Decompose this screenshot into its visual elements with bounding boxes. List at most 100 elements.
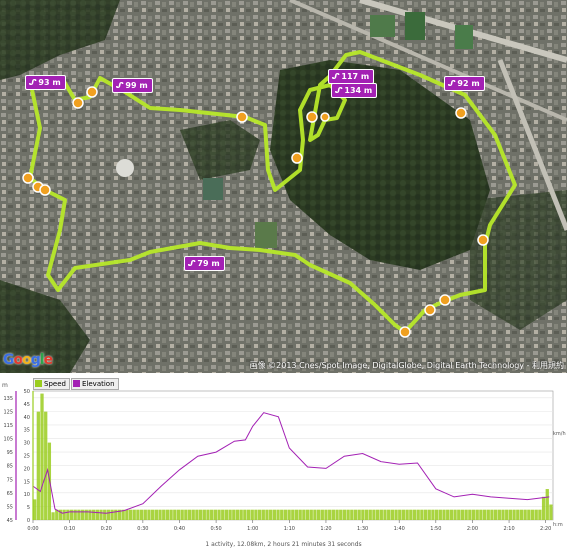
map-imagery [0, 0, 567, 373]
speed-bar [427, 509, 431, 520]
elevation-value: 99 [125, 81, 137, 90]
speed-bar [342, 509, 347, 520]
elevation-swatch [73, 380, 80, 387]
x-tick-label: 1:00 [247, 526, 258, 532]
speed-bar [302, 509, 306, 520]
x-tick-label: 1:50 [430, 526, 441, 532]
chart-grid [32, 390, 554, 521]
right-tick-label: 45 [24, 402, 30, 408]
speed-bar [88, 509, 92, 520]
speed-bar [464, 509, 468, 520]
x-tick-label: 0:10 [64, 526, 75, 532]
speed-bar [51, 512, 55, 520]
speed-bar [77, 509, 81, 520]
elevation-line [32, 412, 550, 514]
speed-bar [217, 509, 221, 520]
speed-bar [143, 509, 147, 520]
speed-bar [387, 509, 391, 520]
speed-bar [305, 509, 310, 520]
satellite-map[interactable]: ᔑ 93 m ᔑ 99 m ᔑ 117 m ᔑ 134 m ᔑ 92 m ᔑ 79 m Go… [0, 0, 567, 373]
speed-bar [158, 509, 162, 520]
elevation-marker[interactable]: ᔑ 93 m [25, 75, 66, 90]
speed-bar [350, 509, 354, 520]
x-axis-unit: h:m [553, 522, 563, 528]
speed-bar [457, 509, 461, 520]
speed-bar [364, 509, 369, 520]
speed-bar [154, 509, 158, 520]
speed-bar [246, 509, 251, 520]
speed-bar [434, 509, 439, 520]
speed-bar [538, 509, 542, 520]
x-tick-label: 2:00 [467, 526, 478, 532]
speed-bar [202, 509, 206, 520]
speed-bar [549, 504, 553, 520]
speed-swatch [35, 380, 42, 387]
speed-bar [58, 509, 63, 520]
right-tick-label: 25 [24, 454, 30, 460]
x-tick-label: 1:20 [320, 526, 331, 532]
elevation-marker[interactable]: ᔑ 117 m [328, 69, 375, 84]
speed-bar [287, 509, 291, 520]
speed-bar [176, 509, 181, 520]
speed-bar [357, 509, 361, 520]
left-tick-label: 45 [7, 518, 13, 524]
right-axis-unit: km/h [553, 431, 566, 437]
speed-bar [125, 509, 129, 520]
speed-bar [117, 509, 122, 520]
chart-axes: 45 55 65 75 85 95 105 115 125 135 0 5 10 15 20 25 30 35 40… [3, 389, 551, 532]
speed-bar [206, 509, 210, 520]
elevation-marker[interactable]: ᔑ 134 m [331, 83, 378, 98]
speed-bar [165, 509, 170, 520]
speed-bar [468, 509, 472, 520]
speed-bar [224, 509, 229, 520]
speed-bar [405, 509, 409, 520]
google-logo[interactable]: Google [3, 352, 53, 368]
x-tick-label: 0:00 [27, 526, 38, 532]
x-tick-label: 1:10 [284, 526, 295, 532]
map-copyright[interactable]: 画像 ©2013 Cnes/Spot Image, DigitalGlobe, … [249, 361, 564, 370]
speed-bar [328, 509, 332, 520]
speed-bar [390, 509, 395, 520]
speed-bar [132, 509, 136, 520]
plot-area [32, 390, 554, 521]
elevation-marker[interactable]: ᔑ 79 m [184, 256, 225, 271]
speed-bar [294, 509, 299, 520]
speed-bar [401, 509, 406, 520]
speed-bar [519, 509, 524, 520]
elevation-unit: m [52, 78, 61, 87]
legend-elevation[interactable]: Elevation [71, 378, 119, 390]
elevation-value: 93 [38, 78, 50, 87]
right-tick-label: 20 [24, 466, 30, 472]
left-tick-label: 55 [7, 504, 13, 510]
speed-bar [398, 509, 402, 520]
speed-bar [84, 509, 88, 520]
right-tick-label: 30 [24, 441, 30, 447]
speed-bar [114, 509, 118, 520]
elevation-marker[interactable]: ᔑ 92 m [444, 76, 485, 91]
speed-bar [33, 499, 37, 520]
speed-bar [453, 509, 457, 520]
speed-bar [460, 509, 465, 520]
x-tick-label: 2:10 [503, 526, 514, 532]
speed-bar [69, 509, 74, 520]
speed-bar [423, 509, 428, 520]
speed-bar [228, 509, 232, 520]
elevation-marker[interactable]: ᔑ 99 m [112, 78, 153, 93]
speed-bar [361, 509, 365, 520]
speed-bar [446, 509, 450, 520]
speed-bar [545, 489, 549, 520]
speed-bar [221, 509, 225, 520]
elevation-value: 117 [341, 72, 359, 81]
x-tick-label: 0:20 [101, 526, 112, 532]
legend-speed[interactable]: Speed [33, 378, 70, 390]
speed-bar [372, 509, 376, 520]
speed-bar [394, 509, 398, 520]
right-tick-label: 50 [24, 389, 30, 395]
speed-bar [508, 509, 513, 520]
right-tick-label: 5 [27, 505, 30, 511]
x-tick-label: 1:30 [357, 526, 368, 532]
speed-bar [106, 509, 111, 520]
elevation-unit: m [471, 79, 480, 88]
legend-label: Speed [44, 380, 66, 388]
speed-bar [80, 509, 85, 520]
